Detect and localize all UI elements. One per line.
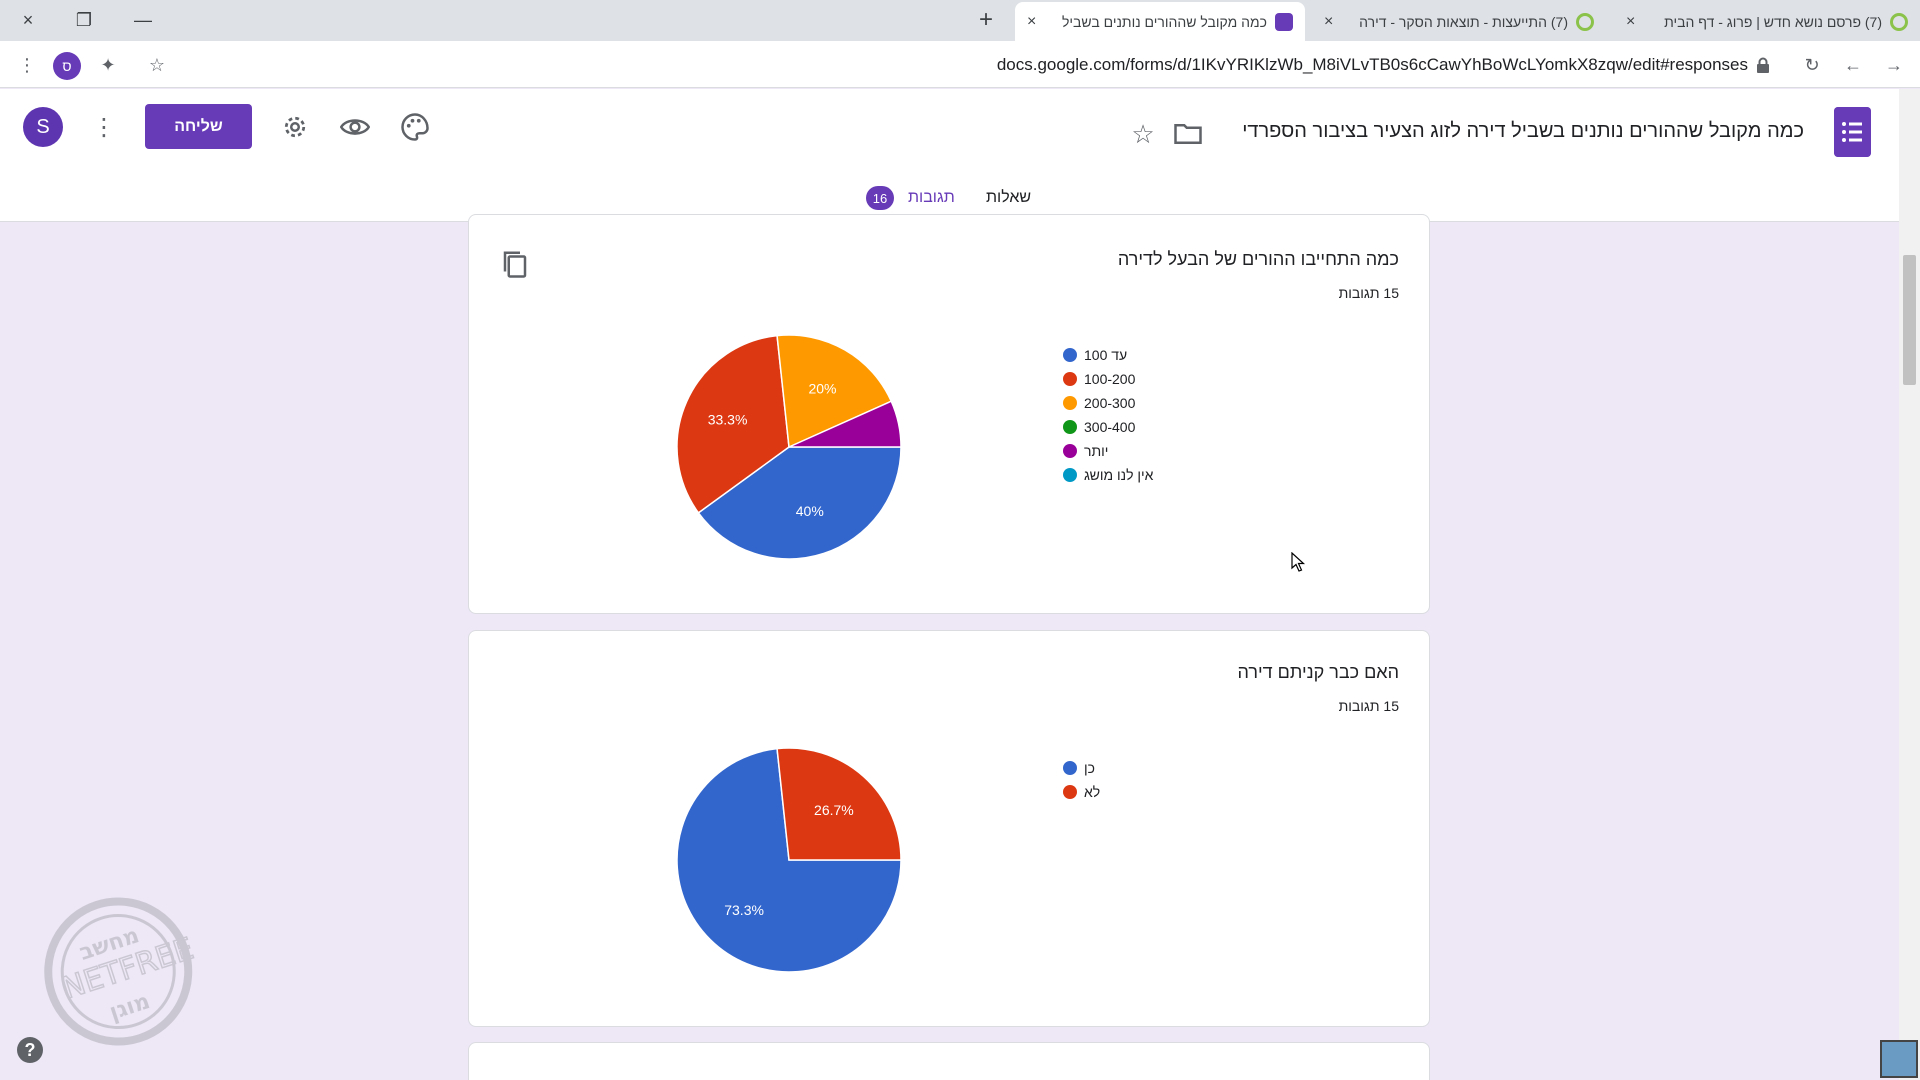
- responses-count: 15 תגובות: [1338, 698, 1399, 714]
- close-tab-icon[interactable]: ×: [1626, 12, 1636, 30]
- pie-slice[interactable]: [788, 400, 902, 448]
- legend-swatch: [1063, 420, 1077, 434]
- browser-profile-avatar[interactable]: ס: [53, 52, 81, 80]
- google-forms-logo-icon[interactable]: [1834, 107, 1871, 157]
- legend-swatch: [1063, 468, 1077, 482]
- legend-label: יותר: [1084, 443, 1109, 459]
- address-bar-url[interactable]: docs.google.com/forms/d/1IKvYRIKlzWb_M8i…: [996, 55, 1748, 74]
- legend-swatch: [1063, 396, 1077, 410]
- legend-item: כן: [1063, 756, 1100, 780]
- new-tab-button[interactable]: +: [978, 6, 993, 33]
- question-title: האם כבר קניתם דירה: [1237, 662, 1399, 682]
- legend-label: לא: [1084, 784, 1101, 800]
- responses-count-badge: 16: [866, 186, 894, 210]
- legend-label: 100-200: [1084, 371, 1136, 387]
- page-scrollbar[interactable]: [1899, 89, 1920, 1080]
- question-summary-card: האם כבר קניתם דירה 15 תגובות 73.3% 26.7% …: [468, 630, 1430, 1027]
- netfree-watermark-logo: מחשב NETFREE מוגן: [44, 897, 199, 1046]
- reload-icon[interactable]: ↻: [1804, 54, 1820, 75]
- legend-label: 200-300: [1084, 395, 1136, 411]
- window-restore-icon[interactable]: ❐: [75, 9, 93, 30]
- browser-tab-title: (7) התייעצות - תוצאות הסקר - דירה: [1359, 13, 1568, 30]
- legend-swatch: [1063, 761, 1077, 775]
- pie-slice[interactable]: [697, 446, 902, 560]
- pie-slice-value-label: 40%: [796, 503, 824, 519]
- pie-slice[interactable]: [776, 334, 893, 449]
- legend-item: אין לנו מושג: [1063, 463, 1153, 487]
- taskbar-app-thumbnail[interactable]: [1880, 1040, 1918, 1078]
- window-minimize-icon[interactable]: —: [134, 9, 152, 30]
- bookmark-star-icon[interactable]: ☆: [148, 54, 166, 75]
- legend-swatch: [1063, 785, 1077, 799]
- copy-chart-icon[interactable]: [500, 249, 530, 279]
- forms-header: [0, 89, 1899, 222]
- browser-toolbar: ⋮ ✦ ☆ ↻ ← →: [0, 41, 1920, 88]
- legend-label: 300-400: [1084, 419, 1136, 435]
- tab-questions[interactable]: שאלות: [986, 189, 1032, 206]
- help-button[interactable]: ?: [17, 1037, 43, 1063]
- responses-count: 15 תגובות: [1338, 285, 1399, 301]
- lock-icon: [1757, 57, 1769, 73]
- browser-tab-title: (7) פרסם נושא חדש | פרוג - דף הבית: [1664, 13, 1882, 30]
- preview-eye-icon[interactable]: [340, 112, 370, 142]
- legend-item: 300-400: [1063, 415, 1153, 439]
- question-title: כמה התחייבו ההורים של הבעל לדירה: [1117, 249, 1399, 269]
- star-icon[interactable]: ☆: [1131, 118, 1155, 149]
- theme-palette-icon[interactable]: [400, 112, 430, 142]
- prog-favicon-icon: [1890, 12, 1908, 31]
- google-forms-favicon-icon: [1275, 12, 1293, 31]
- chart-legend: כן לא: [1063, 756, 1100, 804]
- settings-gear-icon[interactable]: [280, 112, 310, 142]
- browser-tab-prog[interactable]: (7) פרסם נושא חדש | פרוג - דף הבית ×: [1614, 2, 1920, 41]
- account-avatar[interactable]: S: [23, 107, 63, 147]
- pie-slice[interactable]: [776, 747, 902, 861]
- close-tab-icon[interactable]: ×: [1324, 12, 1334, 30]
- browser-tab-forms[interactable]: כמה מקובל שההורים נותנים בשביל ×: [1015, 2, 1305, 41]
- tab-responses[interactable]: תגובות: [908, 189, 955, 206]
- form-title[interactable]: כמה מקובל שההורים נותנים בשביל דירה לזוג…: [1242, 120, 1804, 142]
- folder-icon[interactable]: [1173, 119, 1203, 149]
- page-scrollbar-thumb[interactable]: [1903, 255, 1916, 385]
- legend-swatch: [1063, 444, 1077, 458]
- question-summary-card: [468, 1042, 1430, 1080]
- responses-pie-chart: 73.3% 26.7%: [676, 747, 902, 973]
- question-summary-card: כמה התחייבו ההורים של הבעל לדירה 15 תגוב…: [468, 214, 1430, 614]
- back-icon[interactable]: ←: [1844, 54, 1862, 75]
- legend-item: 100-200: [1063, 367, 1153, 391]
- legend-label: כן: [1084, 760, 1095, 776]
- extensions-icon[interactable]: ✦: [100, 54, 116, 75]
- legend-swatch: [1063, 348, 1077, 362]
- more-options-icon[interactable]: ⋮: [92, 113, 116, 141]
- send-button[interactable]: שליחה: [145, 104, 252, 149]
- legend-label: עד 100: [1084, 347, 1128, 363]
- window-close-icon[interactable]: ×: [22, 9, 34, 30]
- browser-tab-survey[interactable]: (7) התייעצות - תוצאות הסקר - דירה ×: [1312, 2, 1606, 41]
- pie-slice-value-label: 33.3%: [708, 412, 748, 428]
- legend-item: לא: [1063, 780, 1100, 804]
- pie-slice-value-label: 26.7%: [814, 802, 854, 818]
- legend-item: עד 100: [1063, 343, 1153, 367]
- responses-pie-chart: 40% 33.3% 20%: [676, 334, 902, 560]
- legend-item: יותר: [1063, 439, 1153, 463]
- mouse-cursor-icon: [1291, 552, 1306, 572]
- browser-menu-icon[interactable]: ⋮: [18, 54, 36, 75]
- legend-swatch: [1063, 372, 1077, 386]
- chart-legend: עד 100 100-200 200-300 300-400 יותר אין לנו מ…: [1063, 343, 1153, 487]
- forward-icon[interactable]: →: [1885, 54, 1903, 75]
- pie-slice-value-label: 73.3%: [724, 902, 764, 918]
- browser-tab-strip: × ❐ — + כמה מקובל שההורים נותנים בשביל ×…: [0, 0, 1920, 41]
- pie-slice-value-label: 20%: [808, 381, 836, 397]
- legend-item: 200-300: [1063, 391, 1153, 415]
- browser-tab-title: כמה מקובל שההורים נותנים בשביל: [1061, 13, 1267, 30]
- legend-label: אין לנו מושג: [1084, 467, 1154, 483]
- prog-favicon-icon: [1576, 12, 1594, 31]
- pie-slice[interactable]: [676, 334, 790, 514]
- close-tab-icon[interactable]: ×: [1027, 12, 1037, 30]
